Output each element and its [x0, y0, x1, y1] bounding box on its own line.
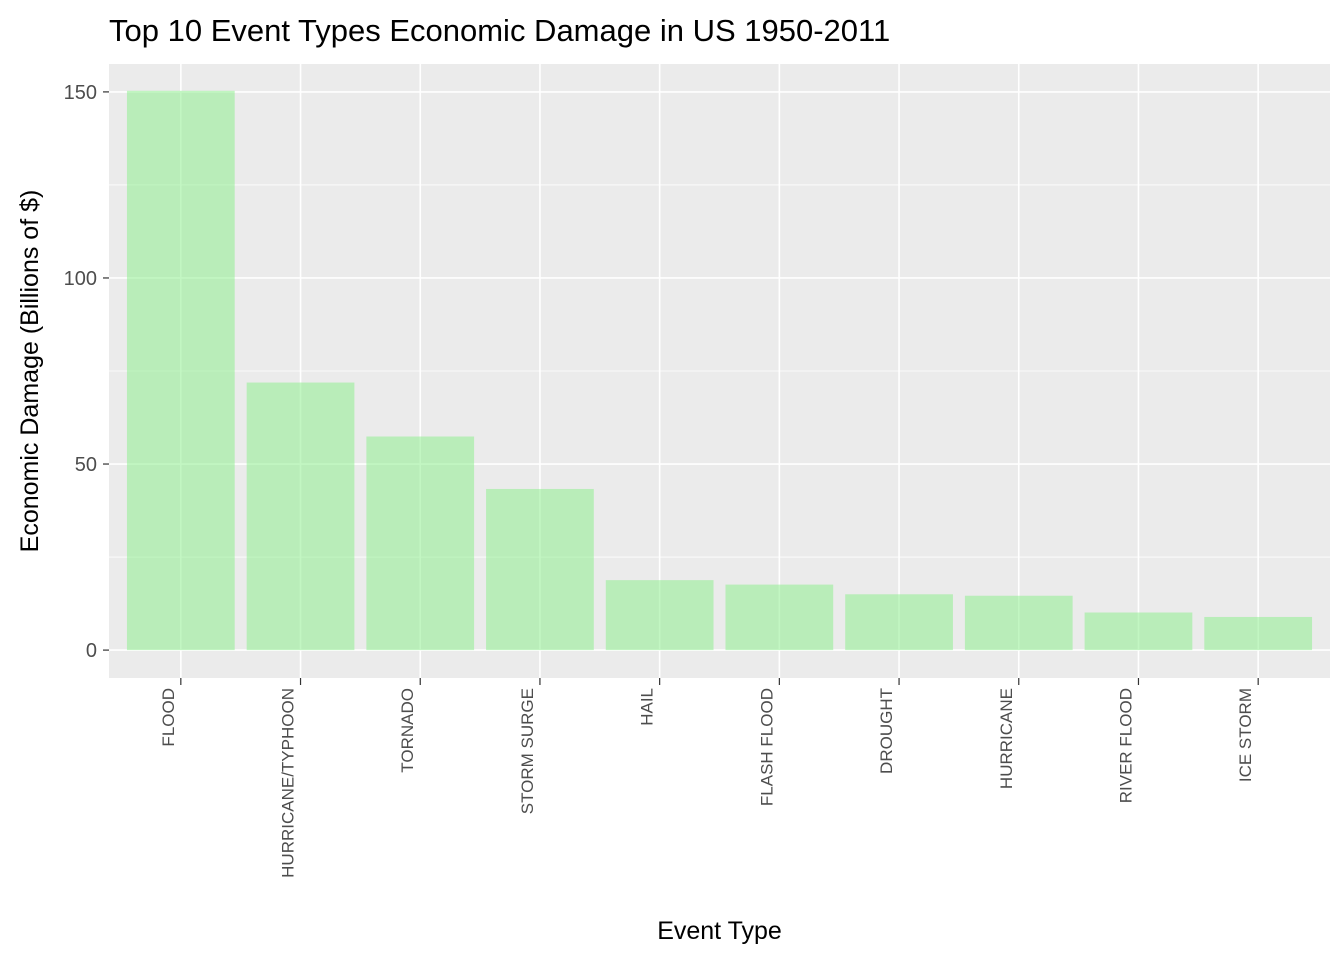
bars [126, 90, 1313, 651]
y-axis-title: Economic Damage (Billions of $) [16, 190, 44, 553]
y-tick-label: 0 [86, 640, 97, 662]
chart-title: Top 10 Event Types Economic Damage in US… [109, 13, 890, 48]
x-tick-label: TORNADO [398, 688, 417, 773]
y-tick-label: 150 [64, 82, 97, 104]
bar-hurricane-typhoon [246, 382, 355, 651]
y-tick-label: 50 [75, 454, 97, 476]
bar-flood [126, 90, 235, 651]
x-tick-label: ICE STORM [1236, 688, 1255, 782]
x-tick-label: FLASH FLOOD [757, 688, 776, 806]
bar-drought [845, 594, 953, 651]
x-tick-label: HURRICANE [997, 688, 1016, 789]
x-tick-label: RIVER FLOOD [1116, 688, 1135, 803]
bar-river-flood [1084, 612, 1193, 651]
bar-flash-flood [725, 584, 834, 651]
y-tick-label: 100 [64, 268, 97, 290]
bar-tornado [366, 436, 475, 651]
bar-hail [605, 580, 714, 651]
bar-hurricane [964, 595, 1073, 651]
x-axis: FLOOD HURRICANE/TYPHOON TORNADO STORM SURGE… [159, 678, 1259, 878]
bar-storm-surge [486, 488, 594, 651]
bar-ice-storm [1204, 616, 1313, 651]
x-axis-title: Event Type [657, 917, 782, 945]
y-axis: 0 50 100 150 [64, 82, 109, 662]
x-tick-label: DROUGHT [877, 688, 896, 774]
x-tick-label: HURRICANE/TYPHOON [279, 688, 298, 878]
x-tick-label: STORM SURGE [518, 688, 537, 814]
x-tick-label: FLOOD [159, 688, 178, 747]
x-tick-label: HAIL [638, 688, 657, 726]
